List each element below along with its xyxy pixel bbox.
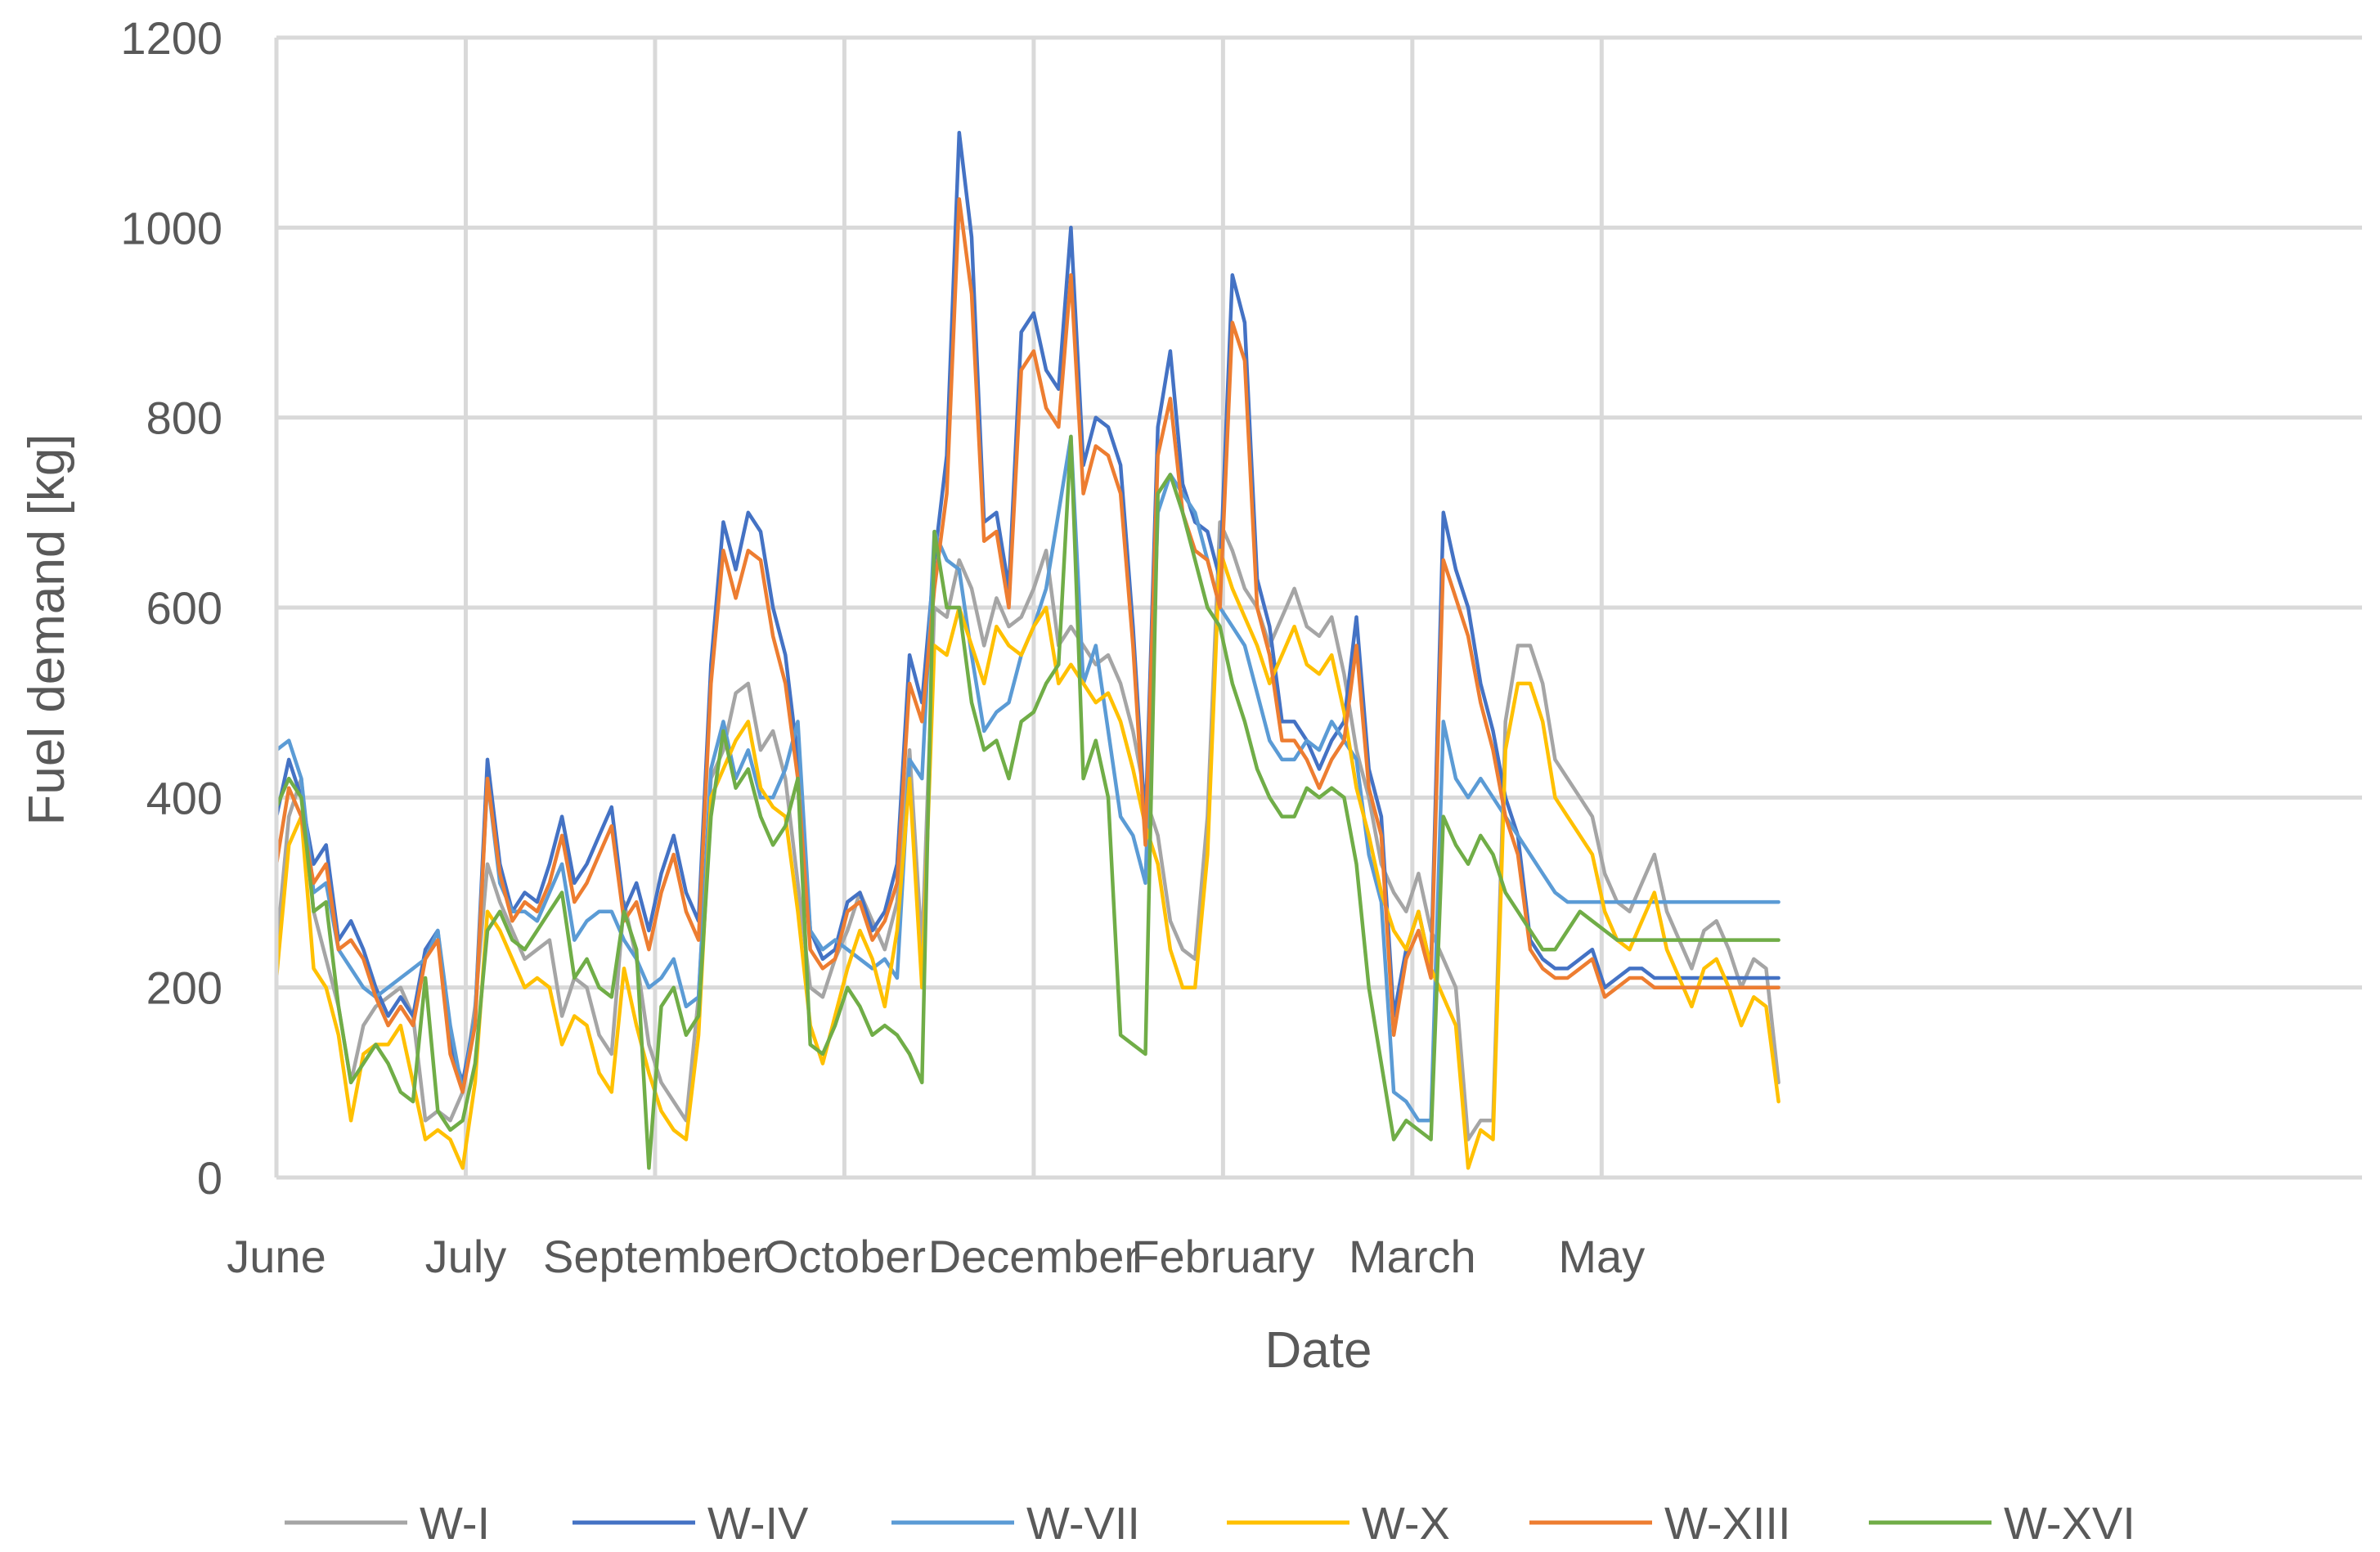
x-tick-label: October <box>763 1231 926 1282</box>
x-tick-label: September <box>543 1231 767 1282</box>
y-tick-label: 800 <box>146 392 222 444</box>
y-tick-label: 0 <box>197 1152 222 1204</box>
x-tick-label: July <box>425 1231 507 1282</box>
series-line-w-i <box>274 520 1781 1142</box>
series-line-w-x <box>274 549 1781 1170</box>
grid <box>276 35 2362 1177</box>
legend-label: W-X <box>1362 1497 1450 1549</box>
legend-label: W-I <box>420 1497 490 1549</box>
legend: W-I W-IV W-VII W-X W-XIII W-XVI <box>285 1497 2135 1549</box>
y-axis-title: Fuel demand [kg] <box>19 433 75 825</box>
series-line-w-xiii <box>274 197 1781 1094</box>
legend-label: W-XIII <box>1664 1497 1791 1549</box>
legend-label: W-XVI <box>2004 1497 2135 1549</box>
y-tick-label: 1000 <box>120 202 222 253</box>
x-tick-label: May <box>1558 1231 1645 1282</box>
axes <box>274 38 2362 1180</box>
legend-label: W-IV <box>707 1497 809 1549</box>
x-tick-label: February <box>1131 1231 1314 1282</box>
series-line-w-xvi <box>274 434 1781 1170</box>
x-tick-label: December <box>928 1231 1139 1282</box>
x-tick-label: June <box>227 1231 326 1282</box>
series-group <box>274 130 1781 1170</box>
x-axis-title: Date <box>1265 1322 1372 1379</box>
y-tick-label: 200 <box>146 962 222 1014</box>
y-tick-label: 600 <box>146 582 222 634</box>
y-tick-label: 1200 <box>120 12 222 64</box>
x-tick-label: March <box>1349 1231 1476 1282</box>
y-tick-labels: 0 200 400 600 800 1000 1200 <box>120 12 222 1204</box>
legend-label: W-VII <box>1026 1497 1140 1549</box>
y-tick-label: 400 <box>146 772 222 823</box>
